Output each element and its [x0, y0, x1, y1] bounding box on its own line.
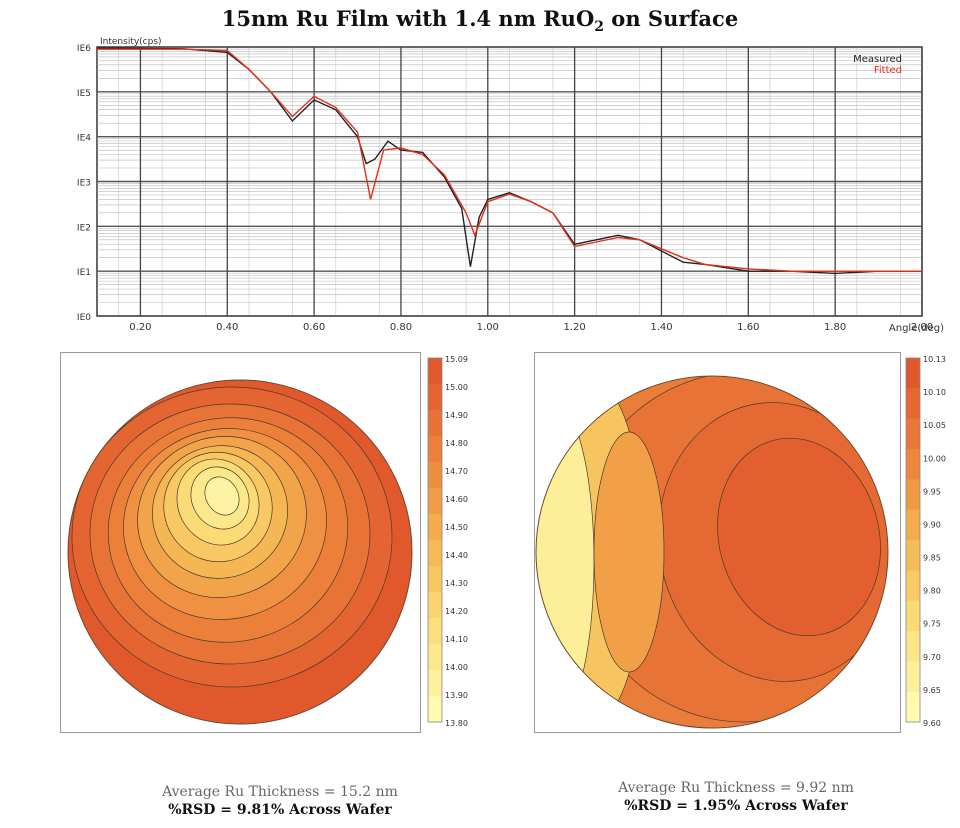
colorbar-segment	[428, 514, 442, 541]
colorbar-segment	[428, 592, 442, 619]
x-tick-label: 1.80	[824, 322, 846, 333]
x-tick-label: 1.60	[737, 322, 759, 333]
y-tick-label: IE5	[77, 89, 91, 99]
series-line-measured	[96, 47, 922, 275]
colorbar-segment	[906, 358, 920, 389]
colorbar-segment	[906, 600, 920, 632]
average-thickness-right: Average Ru Thickness = 9.92 nm	[618, 780, 854, 796]
colorbar-segment	[428, 644, 442, 671]
colorbar-label: 9.65	[923, 686, 941, 695]
wafer-edge	[535, 375, 889, 729]
caption-right: Average Ru Thickness = 9.92 nm %RSD = 1.…	[526, 780, 946, 814]
page-title: 15nm Ru Film with 1.4 nm RuO2 on Surface	[221, 6, 739, 36]
x-tick-label: 2.00	[911, 322, 933, 333]
colorbar-label: 14.10	[445, 635, 468, 644]
colorbar-label: 13.80	[445, 719, 468, 728]
colorbar-frame	[427, 357, 443, 723]
legend-entry: Fitted	[874, 65, 902, 76]
colorbar-segment	[428, 462, 442, 489]
colorbar-label: 14.30	[445, 579, 468, 588]
colorbar-label: 14.90	[445, 411, 468, 420]
colorbar-label: 9.90	[923, 520, 941, 529]
series-line-fitted	[97, 48, 922, 272]
colorbar-segment	[428, 670, 442, 697]
caption-left: Average Ru Thickness = 15.2 nm %RSD = 9.…	[70, 784, 490, 818]
colorbar-segment	[428, 566, 442, 593]
colorbar-frame	[905, 357, 921, 723]
legend-entry: Measured	[853, 54, 902, 65]
colorbar-label: 9.75	[923, 620, 941, 629]
thickness-map-left: 15.09 15.00 14.90 14.80 14.70 14.60 14.50 14.40…	[60, 352, 468, 733]
colorbar-label: 15.00	[445, 383, 468, 392]
colorbar-label: 9.95	[923, 487, 941, 496]
contour-band	[717, 437, 881, 637]
colorbar-label: 14.60	[445, 495, 468, 504]
colorbar-segment	[428, 410, 442, 437]
colorbar-segment	[906, 449, 920, 480]
colorbar-segment	[906, 691, 920, 723]
colorbar-segment	[428, 618, 442, 645]
colorbar-label: 9.70	[923, 653, 941, 662]
colorbar-segment	[906, 509, 920, 541]
colorbar-label: 10.05	[923, 421, 946, 430]
wafer-fill	[68, 380, 412, 724]
colorbar-segment	[428, 436, 442, 463]
x-tick-label: 0.40	[216, 322, 238, 333]
colorbar-segment	[428, 488, 442, 515]
colorbar-segment	[906, 418, 920, 450]
x-tick-label: 0.80	[390, 322, 412, 333]
colorbar-label: 14.40	[445, 551, 468, 560]
x-axis-label: Angle(deg)	[889, 323, 944, 334]
colorbar-label: 13.90	[445, 691, 468, 700]
colorbar-label: 9.80	[923, 587, 941, 596]
colorbar-segment	[906, 661, 920, 693]
x-tick-label: 0.20	[129, 322, 151, 333]
colorbar-segment	[906, 479, 920, 511]
x-tick-label: 1.40	[650, 322, 672, 333]
colorbar-segment	[428, 358, 442, 385]
colorbar-segment	[906, 388, 920, 420]
colorbar-label: 14.70	[445, 467, 468, 476]
colorbar-label: 10.00	[923, 454, 946, 463]
wafer-fill	[536, 376, 888, 728]
y-tick-label: IE3	[77, 179, 91, 189]
contour-band	[593, 431, 665, 673]
colorbar-segment	[428, 384, 442, 411]
thickness-map-right: 10.13 10.10 10.05 10.00 9.95 9.90 9.85 9.80 9.75…	[534, 352, 946, 733]
colorbar-label: 14.00	[445, 663, 468, 672]
wafer-edge	[67, 379, 413, 725]
colorbar-label: 14.80	[445, 439, 468, 448]
colorbar-label: 9.85	[923, 554, 941, 563]
rsd-right: %RSD = 1.95% Across Wafer	[624, 798, 848, 814]
colorbar-segment	[906, 570, 920, 602]
contour-band	[204, 476, 240, 516]
x-tick-label: 1.20	[563, 322, 585, 333]
colorbar-segment	[906, 631, 920, 662]
xrr-chart: IE0 IE1 IE2 IE3 IE4 IE5 IE6 0.20 0.40 0.60 0.80 1.0…	[77, 37, 944, 334]
colorbar-segment	[906, 540, 920, 571]
colorbar-segment	[428, 540, 442, 567]
y-axis-label: Intensity(cps)	[100, 37, 162, 47]
y-tick-label: IE2	[77, 223, 91, 233]
x-tick-label: 1.00	[477, 322, 499, 333]
colorbar-label: 15.09	[445, 355, 468, 364]
colorbar-label: 10.10	[923, 388, 946, 397]
x-tick-label: 0.60	[303, 322, 325, 333]
y-tick-label: IE0	[77, 313, 91, 323]
colorbar-label: 9.60	[923, 719, 941, 728]
rsd-left: %RSD = 9.81% Across Wafer	[168, 802, 392, 818]
colorbar-label: 10.13	[923, 355, 946, 364]
y-tick-label: IE4	[77, 134, 91, 144]
y-tick-label: IE6	[77, 44, 91, 54]
colorbar-label: 14.20	[445, 607, 468, 616]
colorbar-label: 14.50	[445, 523, 468, 532]
colorbar-segment	[428, 696, 442, 723]
average-thickness-left: Average Ru Thickness = 15.2 nm	[162, 784, 398, 800]
y-tick-label: IE1	[77, 268, 91, 278]
